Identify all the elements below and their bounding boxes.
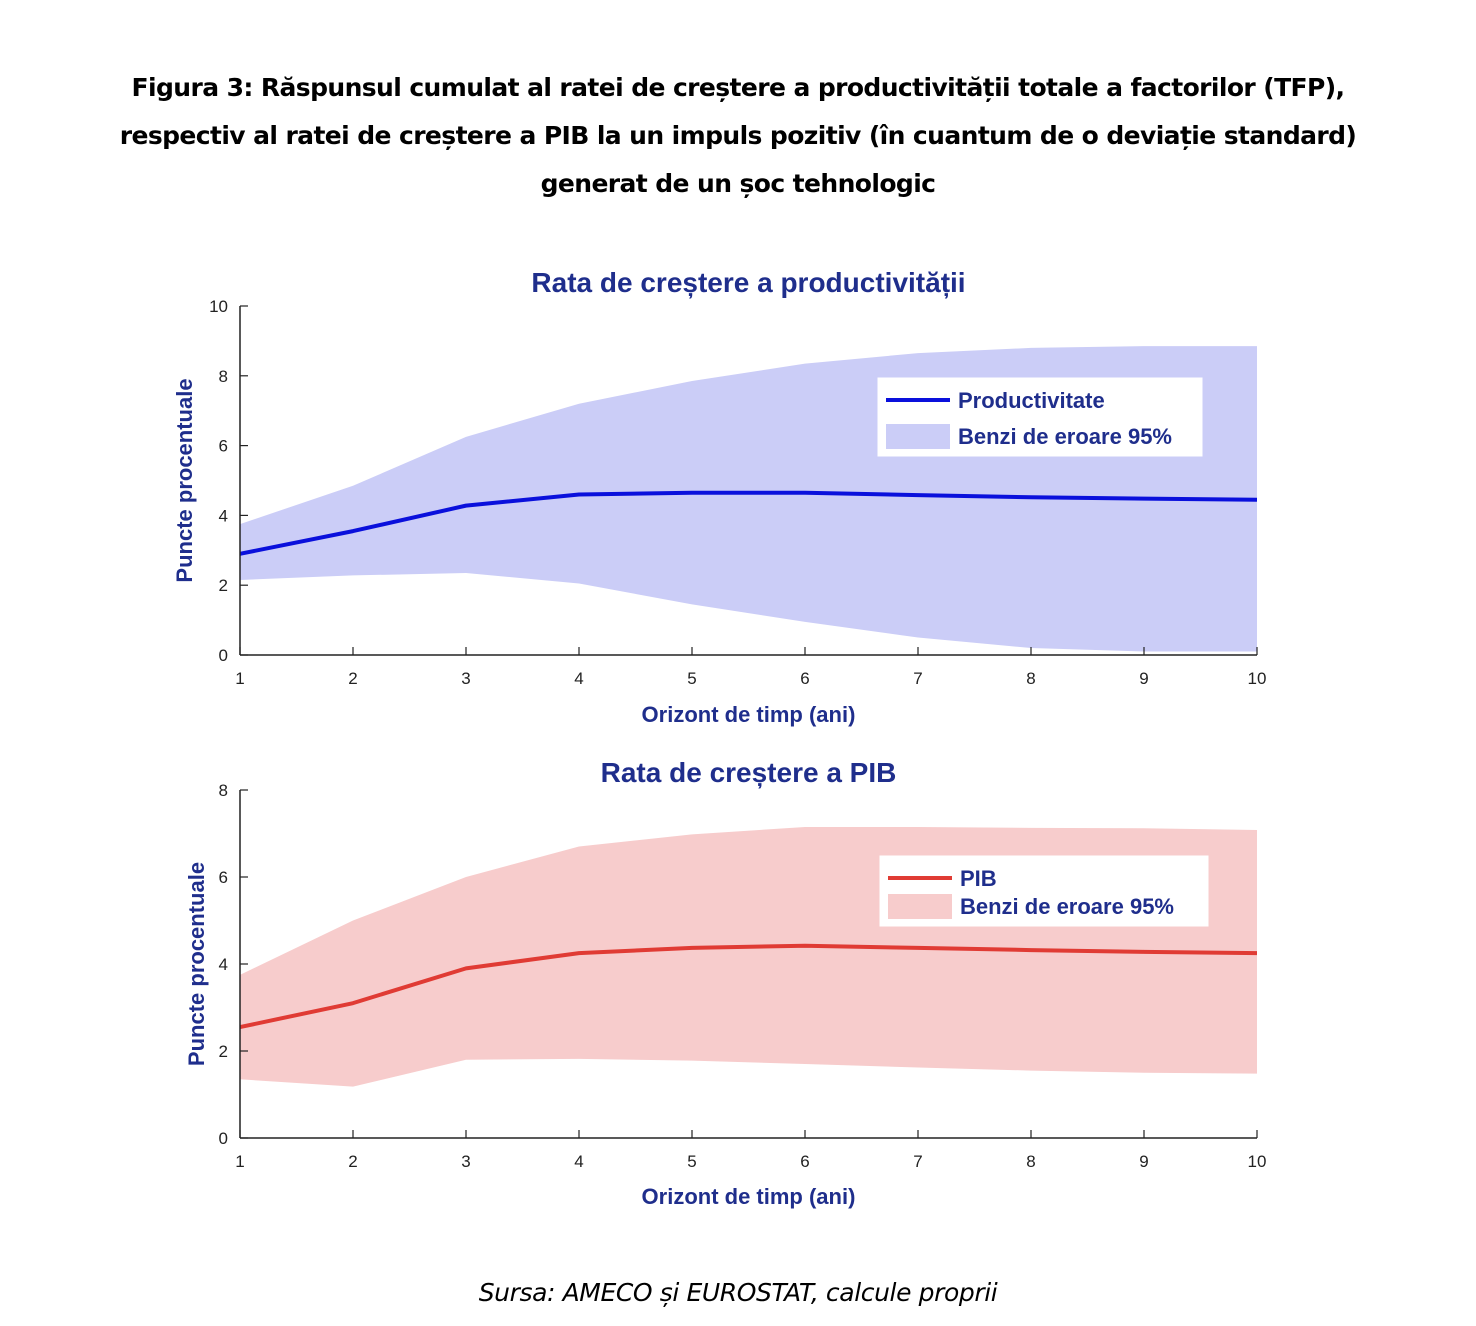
x-tick-label: 8 <box>1026 1152 1035 1171</box>
x-tick-label: 7 <box>913 669 922 688</box>
legend: PIB Benzi de eroare 95% <box>879 855 1209 927</box>
chart-title: Rata de creștere a productivității <box>531 267 965 298</box>
chart-2: 1 2 3 4 5 6 7 8 9 10 0 2 4 6 8 Rata de creștere a PIB Or… <box>184 757 1266 1209</box>
x-tick-label: 4 <box>574 1152 583 1171</box>
series-line <box>239 943 1258 1030</box>
y-tick-label: 8 <box>219 781 228 800</box>
legend-band-label: Benzi de eroare 95% <box>958 424 1172 449</box>
legend-band-swatch <box>888 894 952 919</box>
chart-1: 1 2 3 4 5 6 7 8 9 10 0 2 4 6 8 10 Rata de creștere a pro… <box>172 267 1266 727</box>
x-axis-label: Orizont de timp (ani) <box>642 702 856 727</box>
y-tick-label: 10 <box>209 297 228 316</box>
legend-band-label: Benzi de eroare 95% <box>960 894 1174 919</box>
x-tick-label: 5 <box>687 669 696 688</box>
x-tick-label: 9 <box>1139 1152 1148 1171</box>
x-tick-label: 10 <box>1248 669 1267 688</box>
y-tick-label: 4 <box>219 506 228 525</box>
figure-title-line-1: Figura 3: Răspunsul cumulat al ratei de … <box>131 73 1346 102</box>
x-tick-label: 2 <box>348 1152 357 1171</box>
x-tick-label: 10 <box>1248 1152 1267 1171</box>
figure-title-line-2: respectiv al ratei de creștere a PIB la … <box>119 121 1357 150</box>
figure-title: Figura 3: Răspunsul cumulat al ratei de … <box>40 64 1436 208</box>
y-tick-label: 2 <box>219 1042 228 1061</box>
y-tick-label: 8 <box>219 367 228 386</box>
x-tick-label: 7 <box>913 1152 922 1171</box>
x-tick-label: 1 <box>235 669 244 688</box>
x-tick-label: 5 <box>687 1152 696 1171</box>
legend: Productivitate Benzi de eroare 95% <box>877 377 1203 457</box>
x-tick-label: 3 <box>461 669 470 688</box>
x-tick-label: 2 <box>348 669 357 688</box>
chart-title: Rata de creștere a PIB <box>601 757 897 788</box>
figure-title-line-3: generat de un șoc tehnologic <box>540 169 936 198</box>
x-tick-label: 8 <box>1026 669 1035 688</box>
x-tick-label: 1 <box>235 1152 244 1171</box>
x-tick-label: 3 <box>461 1152 470 1171</box>
legend-line-label: PIB <box>960 866 997 891</box>
x-axis-label: Orizont de timp (ani) <box>642 1184 856 1209</box>
x-tick-label: 6 <box>800 669 809 688</box>
y-tick-label: 6 <box>219 437 228 456</box>
x-tick-label: 9 <box>1139 669 1148 688</box>
y-axis-label: Puncte procentuale <box>172 378 197 582</box>
y-tick-label: 0 <box>219 646 228 665</box>
legend-band-swatch <box>886 424 950 449</box>
y-tick-label: 6 <box>219 868 228 887</box>
y-tick-label: 4 <box>219 955 228 974</box>
x-tick-label: 6 <box>800 1152 809 1171</box>
source-note: Sursa: AMECO și EUROSTAT, calcule propri… <box>478 1278 998 1307</box>
y-axis-label: Puncte procentuale <box>184 862 209 1066</box>
series-line <box>239 490 1258 556</box>
x-tick-label: 4 <box>574 669 583 688</box>
y-tick-label: 2 <box>219 576 228 595</box>
legend-line-label: Productivitate <box>958 388 1105 413</box>
y-tick-label: 0 <box>219 1129 228 1148</box>
